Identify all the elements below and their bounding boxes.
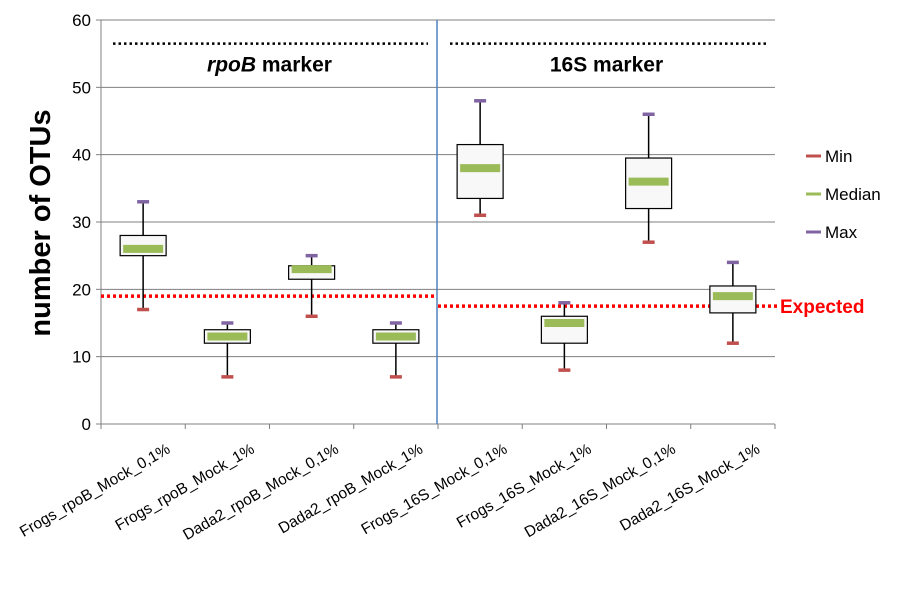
y-tick-label: 50 <box>72 78 91 97</box>
y-tick-label: 10 <box>72 348 91 367</box>
box-8 <box>709 260 757 345</box>
gridlines <box>96 19 775 425</box>
box-4 <box>372 321 420 379</box>
category-label: Dada2_16S_Mock_0,1% <box>522 441 679 542</box>
legend: Min Median Max <box>806 147 881 242</box>
boxes <box>119 99 757 379</box>
y-tick-label: 20 <box>72 280 91 299</box>
y-tick-label: 0 <box>82 415 91 434</box>
category-labels: Frogs_rpoB_Mock_0,1%Frogs_rpoB_Mock_1%Da… <box>17 441 763 544</box>
category-label: Frogs_16S_Mock_0,1% <box>358 441 510 539</box>
y-axis-label: number of OTUs <box>25 109 57 336</box>
box-6 <box>540 301 588 372</box>
category-label: Dada2_16S_Mock_1% <box>617 441 763 535</box>
category-label: Frogs_rpoB_Mock_1% <box>112 441 257 535</box>
category-label: Dada2_rpoB_Mock_1% <box>276 441 426 538</box>
box-3 <box>288 253 336 319</box>
axes <box>100 20 776 429</box>
category-label: Dada2_rpoB_Mock_0,1% <box>180 441 342 544</box>
legend-label: Max <box>825 223 858 242</box>
box-5 <box>456 99 504 218</box>
legend-label: Median <box>825 185 881 204</box>
box-2 <box>203 321 251 379</box>
box-7 <box>625 112 673 244</box>
y-tick-label: 40 <box>72 146 91 165</box>
expected-label: Expected <box>780 297 864 318</box>
y-tick-labels: 0 10 20 30 40 50 60 <box>72 11 91 434</box>
category-label: Frogs_16S_Mock_1% <box>454 441 595 532</box>
y-tick-label: 30 <box>72 213 91 232</box>
box-1 <box>119 200 167 312</box>
section-label: rpoB marker <box>207 54 332 77</box>
section-labels: rpoB marker 16S marker <box>113 42 769 77</box>
section-label: 16S marker <box>550 54 663 77</box>
y-tick-label: 60 <box>72 11 91 30</box>
legend-label: Min <box>825 147 852 166</box>
category-label: Frogs_rpoB_Mock_0,1% <box>17 441 173 541</box>
